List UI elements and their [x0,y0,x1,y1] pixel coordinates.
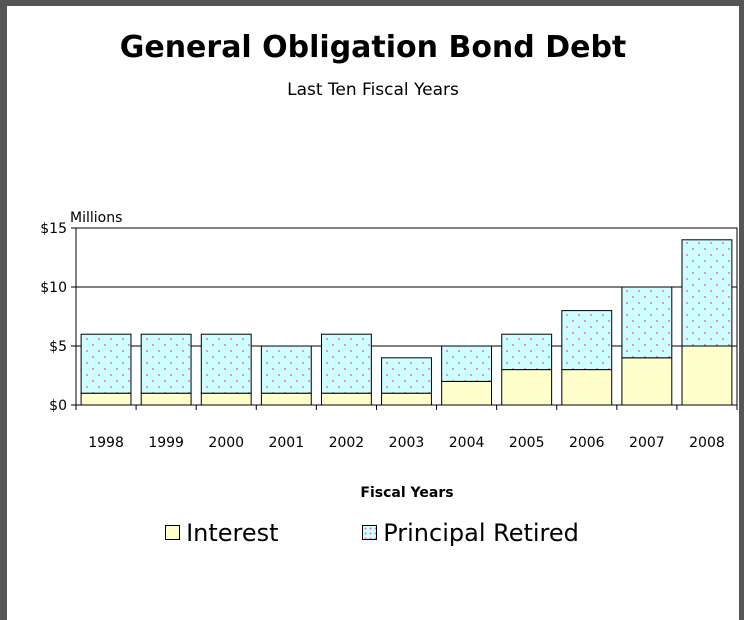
x-tick-label-2002: 2002 [329,435,365,451]
x-tick-label-2004: 2004 [449,435,485,451]
legend: Interest Principal Retired [0,518,744,547]
bar-interest-2003 [382,393,432,405]
unit-label: Millions [70,210,122,226]
x-axis-title: Fiscal Years [360,485,453,501]
legend-swatch-interest [165,525,180,540]
x-tick-label-2008: 2008 [689,435,725,451]
legend-label-principal: Principal Retired [383,519,579,547]
bar-principal-1998 [81,334,131,393]
y-tick-label: $5 [49,339,67,355]
y-tick-label: $0 [49,398,67,414]
legend-label-interest: Interest [186,519,278,547]
x-tick-label-2007: 2007 [629,435,665,451]
bar-interest-2000 [201,393,251,405]
x-tick-label-2001: 2001 [268,435,304,451]
bar-principal-2007 [622,287,672,358]
y-tick-label: $10 [40,280,67,296]
bar-interest-1999 [141,393,191,405]
bar-interest-2007 [622,358,672,405]
bar-principal-2005 [502,334,552,369]
bar-interest-2004 [442,381,492,405]
legend-item-interest: Interest [165,519,278,547]
bar-principal-2001 [261,346,311,393]
bar-principal-2008 [682,240,732,346]
bar-interest-2001 [261,393,311,405]
legend-item-principal: Principal Retired [362,519,579,547]
bar-principal-1999 [141,334,191,393]
x-tick-label-2006: 2006 [569,435,605,451]
bar-principal-2002 [321,334,371,393]
bar-interest-2002 [321,393,371,405]
bar-principal-2004 [442,346,492,381]
bar-interest-2005 [502,370,552,405]
x-tick-label-1998: 1998 [88,435,124,451]
bar-principal-2006 [562,311,612,370]
x-tick-label-2003: 2003 [389,435,425,451]
bar-interest-1998 [81,393,131,405]
bar-principal-2000 [201,334,251,393]
bar-interest-2006 [562,370,612,405]
legend-swatch-principal [362,525,377,540]
x-tick-label-1999: 1999 [148,435,184,451]
x-tick-label-2005: 2005 [509,435,545,451]
y-tick-label: $15 [40,221,67,237]
bar-interest-2008 [682,346,732,405]
bar-principal-2003 [382,358,432,393]
x-tick-label-2000: 2000 [208,435,244,451]
